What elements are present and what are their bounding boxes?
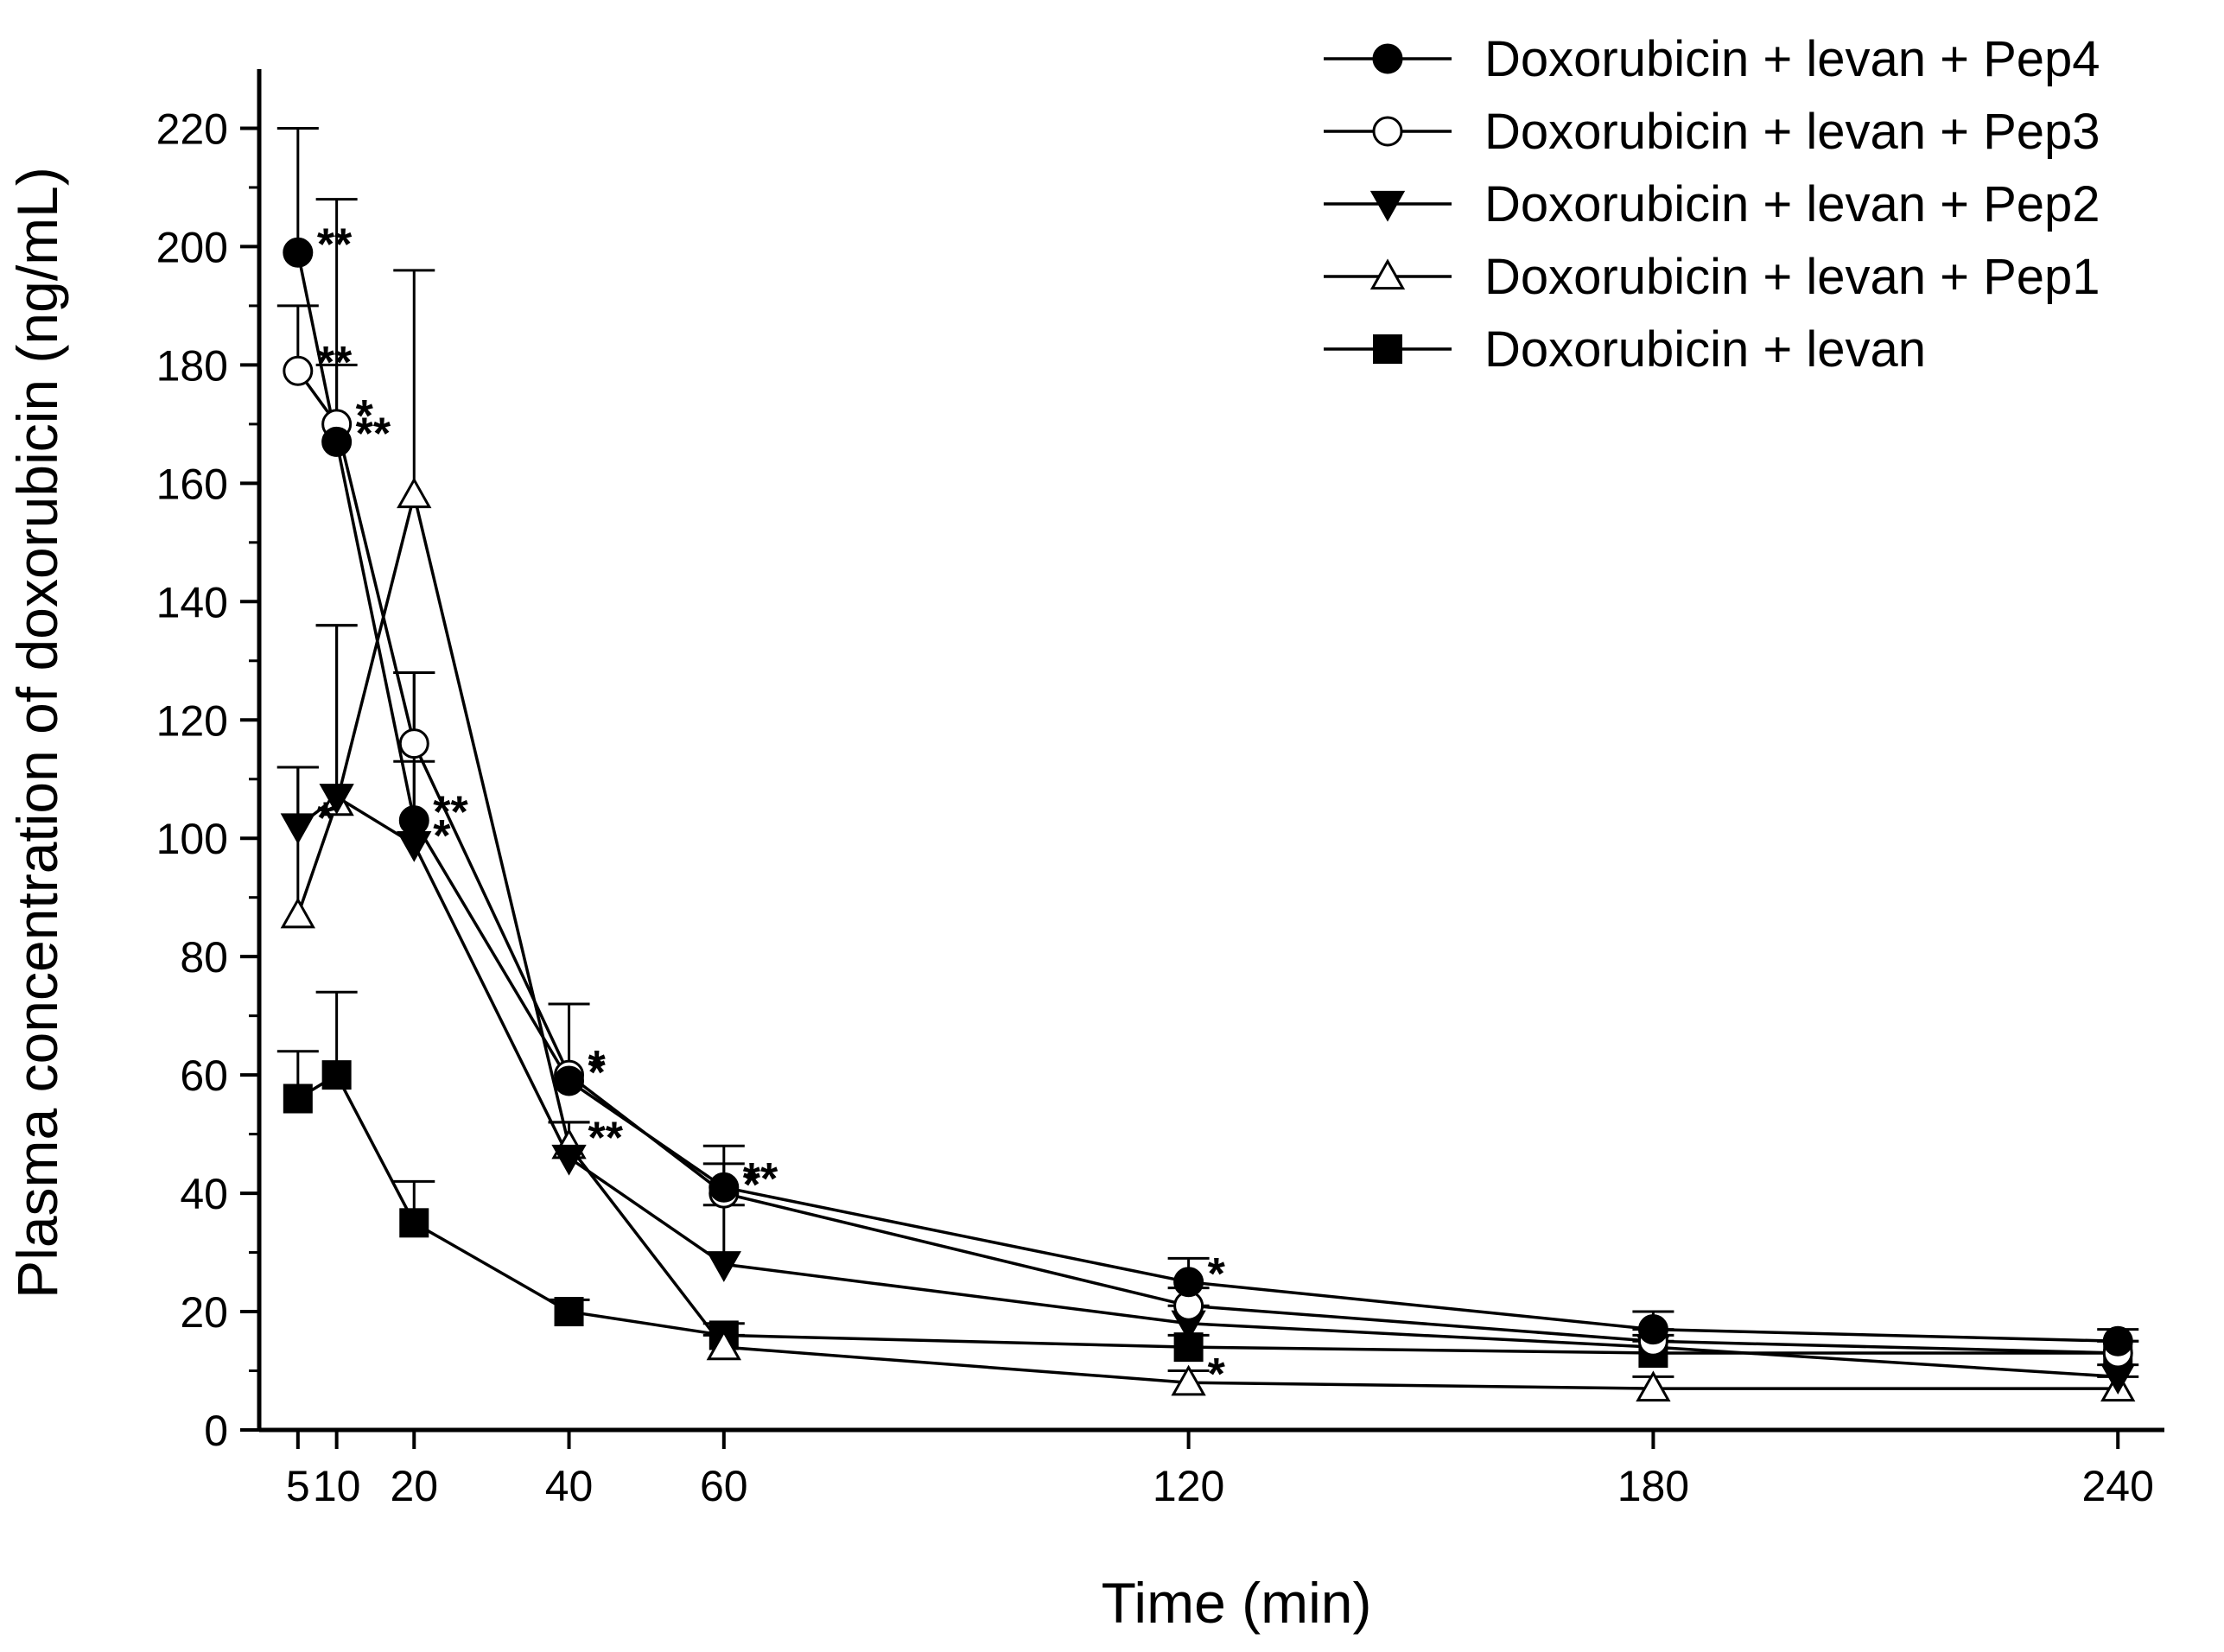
significance-label: *	[588, 1048, 607, 1098]
significance-label: **	[317, 338, 353, 388]
legend-label: Doxorubicin + levan + Pep1	[1484, 249, 2100, 305]
series-line-4	[296, 494, 2119, 1390]
significance-label: **	[743, 1154, 778, 1204]
x-tick-label: 20	[390, 1462, 438, 1510]
series-line-1	[296, 251, 2119, 1344]
data-point-series-4	[706, 1329, 741, 1361]
y-tick-label: 140	[156, 578, 228, 626]
legend-label: Doxorubicin + levan + Pep2	[1484, 176, 2100, 232]
data-point-series-4	[1171, 1364, 1206, 1396]
significance-label: **	[356, 409, 391, 459]
series-line-5	[296, 1072, 2119, 1355]
y-axis-title: Plasma concentration of doxorubicin (ng/…	[5, 167, 69, 1299]
data-point-series-5	[283, 1083, 313, 1114]
legend-item: Doxorubicin + levan + Pep4	[1324, 31, 2100, 87]
x-tick-label: 120	[1153, 1462, 1224, 1510]
legend-item: Doxorubicin + levan + Pep2	[1324, 176, 2100, 232]
x-tick-label: 60	[700, 1462, 748, 1510]
data-point-series-1	[1637, 1314, 1668, 1345]
x-axis-title: Time (min)	[1102, 1571, 1372, 1635]
y-tick-label: 220	[156, 105, 228, 153]
significance-label: *	[588, 1042, 607, 1092]
data-point-series-1	[709, 1172, 740, 1203]
significance-labels: **************** ****	[317, 219, 1226, 1400]
y-tick-label: 180	[156, 341, 228, 390]
data-point-series-3	[397, 830, 432, 862]
y-tick-label: 0	[204, 1407, 228, 1455]
legend-marker	[1373, 334, 1402, 364]
data-point-series-3	[319, 784, 354, 815]
legend-item: Doxorubicin + levan + Pep3	[1324, 104, 2100, 160]
x-tick-label: 180	[1617, 1462, 1689, 1510]
series-line-2	[296, 370, 2119, 1355]
axes: 0 20 40 60 80 100 120 140 160 180 200 220 5 10 20 40 60 1…	[156, 69, 2164, 1510]
error-bars	[276, 126, 2139, 1389]
significance-label: *	[317, 794, 335, 844]
y-tick-label: 20	[180, 1288, 228, 1337]
legend-item: Doxorubicin + levan	[1324, 321, 1926, 378]
data-point-series-5	[554, 1297, 584, 1327]
series-line-3	[296, 795, 2119, 1379]
legend-marker	[1372, 116, 1403, 147]
x-tick-label: 5	[286, 1462, 310, 1510]
significance-label: *	[356, 391, 374, 442]
significance-label: *	[743, 1160, 761, 1210]
legend: Doxorubicin + levan + Pep4 Doxorubicin + …	[1324, 31, 2100, 378]
y-tick-label: 40	[180, 1170, 228, 1218]
significance-label: **	[588, 1113, 624, 1163]
y-tick-label: 100	[156, 815, 228, 863]
data-point-series-3	[706, 1251, 741, 1282]
x-tick-label: 10	[313, 1462, 361, 1510]
significance-label: **	[433, 788, 468, 838]
data-point-series-1	[321, 426, 353, 457]
y-tick-label: 120	[156, 696, 228, 745]
legend-marker	[1369, 258, 1406, 290]
x-tick-label: 40	[545, 1462, 594, 1510]
series-markers	[280, 237, 2136, 1402]
data-point-series-1	[398, 805, 429, 836]
legend-item: Doxorubicin + levan + Pep1	[1324, 249, 2100, 305]
series-lines	[296, 251, 2119, 1390]
y-tick-label: 80	[180, 933, 228, 982]
data-point-series-4	[280, 897, 315, 929]
data-point-series-1	[554, 1065, 585, 1096]
significance-label: *	[1208, 1249, 1226, 1299]
significance-label: **	[317, 219, 353, 270]
y-tick-label: 60	[180, 1052, 228, 1100]
significance-label: *	[1208, 1350, 1226, 1400]
data-point-series-1	[2102, 1325, 2133, 1357]
legend-label: Doxorubicin + levan	[1484, 321, 1926, 378]
data-point-series-3	[551, 1144, 587, 1176]
legend-marker	[1372, 43, 1403, 74]
data-point-series-5	[321, 1060, 352, 1090]
legend-label: Doxorubicin + levan + Pep4	[1484, 31, 2100, 87]
y-tick-label: 200	[156, 223, 228, 271]
y-tick-label: 160	[156, 460, 228, 508]
legend-marker	[1369, 190, 1406, 222]
significance-label: *	[433, 811, 451, 861]
data-point-series-1	[283, 237, 314, 268]
x-tick-label: 240	[2082, 1462, 2154, 1510]
data-point-series-1	[1173, 1267, 1204, 1298]
data-point-series-4	[1636, 1370, 1671, 1402]
data-point-series-4	[397, 477, 432, 509]
data-point-series-2	[398, 728, 429, 759]
legend-label: Doxorubicin + levan + Pep3	[1484, 104, 2100, 160]
data-point-series-2	[283, 355, 314, 386]
data-point-series-3	[280, 813, 315, 845]
data-point-series-5	[399, 1208, 429, 1238]
